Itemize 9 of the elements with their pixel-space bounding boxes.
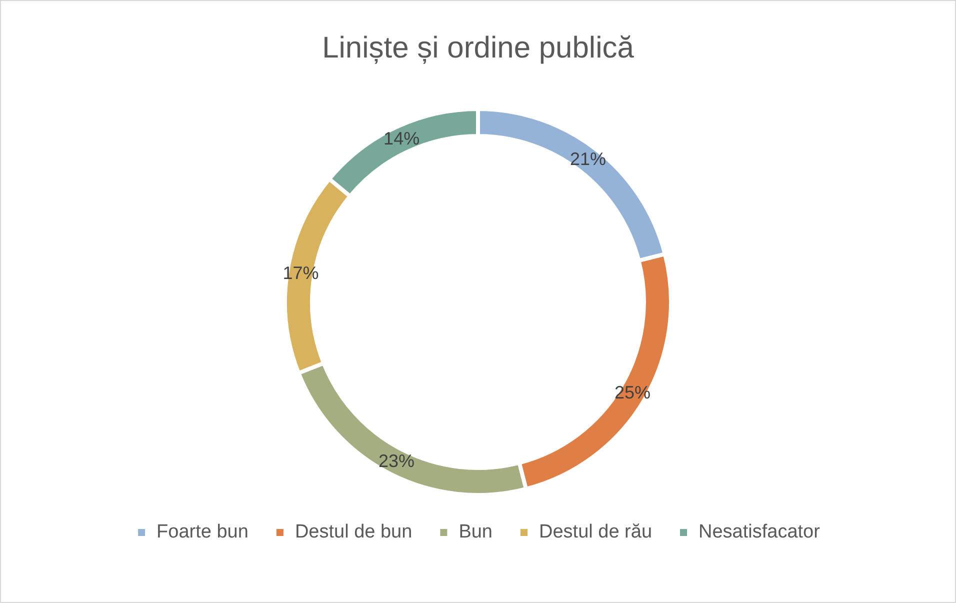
- data-label: 21%: [570, 149, 606, 170]
- legend-label: Nesatisfacator: [698, 522, 821, 543]
- legend-label: Destul de rău: [539, 522, 652, 543]
- legend-label: Foarte bun: [156, 522, 248, 543]
- data-label: 23%: [378, 450, 415, 471]
- legend-label: Bun: [458, 522, 493, 543]
- data-label: 14%: [384, 128, 420, 149]
- legend-label: Destul de bun: [294, 522, 412, 543]
- chart-title: Liniște și ordine publică: [322, 31, 634, 64]
